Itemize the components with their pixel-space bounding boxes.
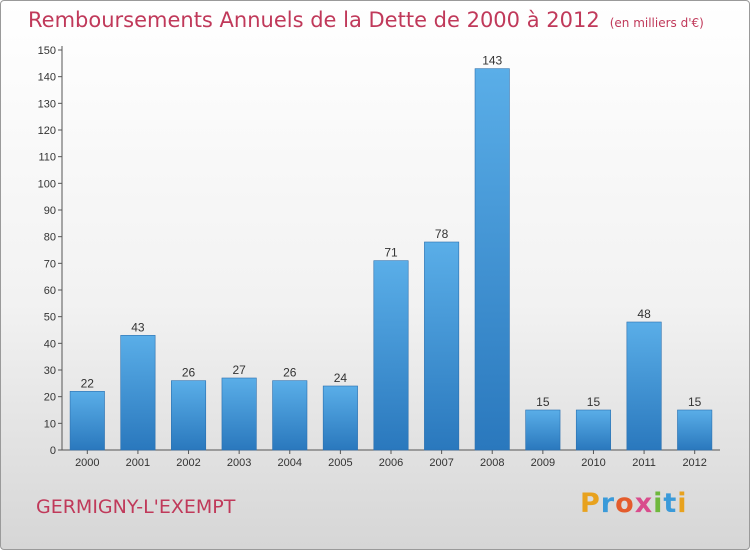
bar bbox=[474, 68, 510, 451]
x-tick-label: 2012 bbox=[682, 457, 706, 469]
logo-letter: r bbox=[600, 488, 616, 519]
bar bbox=[272, 380, 308, 451]
y-tick-label: 110 bbox=[38, 152, 56, 164]
data-label: 78 bbox=[435, 227, 449, 241]
chart-title-text: Remboursements Annuels de la Dette de 20… bbox=[28, 8, 600, 32]
x-tick-label: 2007 bbox=[429, 457, 453, 469]
y-tick-label: 100 bbox=[38, 178, 56, 190]
x-tick-label: 2011 bbox=[632, 457, 656, 469]
x-tick-label: 2006 bbox=[379, 457, 403, 469]
y-tick-label: 50 bbox=[44, 312, 56, 324]
y-tick-label: 130 bbox=[38, 98, 56, 110]
logo-letter: t bbox=[663, 488, 678, 519]
data-label: 22 bbox=[81, 376, 95, 390]
bar bbox=[322, 385, 358, 451]
proxiti-logo: Proxiti bbox=[580, 488, 688, 519]
bar bbox=[171, 380, 207, 451]
commune-name: GERMIGNY-L'EXEMPT bbox=[36, 496, 236, 518]
data-label: 15 bbox=[688, 395, 702, 409]
bar bbox=[424, 241, 460, 451]
logo-letter: i bbox=[677, 488, 688, 519]
logo-letter: o bbox=[615, 488, 635, 519]
logo-letter: i bbox=[653, 488, 664, 519]
bar bbox=[525, 409, 561, 451]
y-tick-label: 20 bbox=[44, 392, 56, 404]
x-tick-label: 2005 bbox=[328, 457, 352, 469]
y-tick-label: 90 bbox=[44, 205, 56, 217]
data-label: 143 bbox=[482, 54, 502, 68]
x-tick-label: 2001 bbox=[126, 457, 150, 469]
y-tick-label: 60 bbox=[44, 285, 56, 297]
data-label: 48 bbox=[637, 307, 651, 321]
bar bbox=[677, 409, 713, 451]
data-label: 26 bbox=[182, 366, 196, 380]
data-label: 15 bbox=[536, 395, 550, 409]
bar bbox=[373, 260, 409, 451]
data-label: 71 bbox=[384, 246, 398, 260]
chart-title: Remboursements Annuels de la Dette de 20… bbox=[28, 8, 704, 32]
logo-letter: x bbox=[634, 488, 654, 519]
bar bbox=[575, 409, 611, 451]
bar bbox=[69, 391, 105, 451]
data-label: 43 bbox=[131, 320, 145, 334]
y-tick-label: 80 bbox=[44, 232, 56, 244]
data-label: 15 bbox=[587, 395, 601, 409]
y-tick-label: 0 bbox=[50, 445, 56, 457]
data-label: 27 bbox=[232, 363, 246, 377]
bar bbox=[120, 335, 156, 451]
x-tick-label: 2008 bbox=[480, 457, 504, 469]
bar bbox=[626, 321, 662, 451]
y-tick-label: 70 bbox=[44, 258, 56, 270]
x-tick-label: 2010 bbox=[581, 457, 605, 469]
x-tick-label: 2002 bbox=[176, 457, 200, 469]
chart-subtitle: (en milliers d'€) bbox=[609, 16, 704, 30]
bar-layer bbox=[69, 68, 713, 451]
x-tick-label: 2009 bbox=[531, 457, 555, 469]
y-tick-label: 150 bbox=[38, 45, 56, 57]
y-tick-label: 120 bbox=[38, 125, 56, 137]
logo-letter: P bbox=[580, 488, 601, 519]
y-tick-label: 30 bbox=[44, 365, 56, 377]
y-tick-label: 40 bbox=[44, 338, 56, 350]
bar bbox=[221, 377, 257, 451]
y-tick-label: 10 bbox=[44, 418, 56, 430]
x-tick-label: 2004 bbox=[278, 457, 302, 469]
y-tick-label: 140 bbox=[38, 72, 56, 84]
label-layer: 2000 22 2001 43 2002 26 2003 27 2004 26 2005 24 2006… bbox=[75, 54, 707, 469]
x-tick-label: 2000 bbox=[75, 457, 99, 469]
data-label: 24 bbox=[334, 371, 348, 385]
x-tick-label: 2003 bbox=[227, 457, 251, 469]
data-label: 26 bbox=[283, 366, 297, 380]
